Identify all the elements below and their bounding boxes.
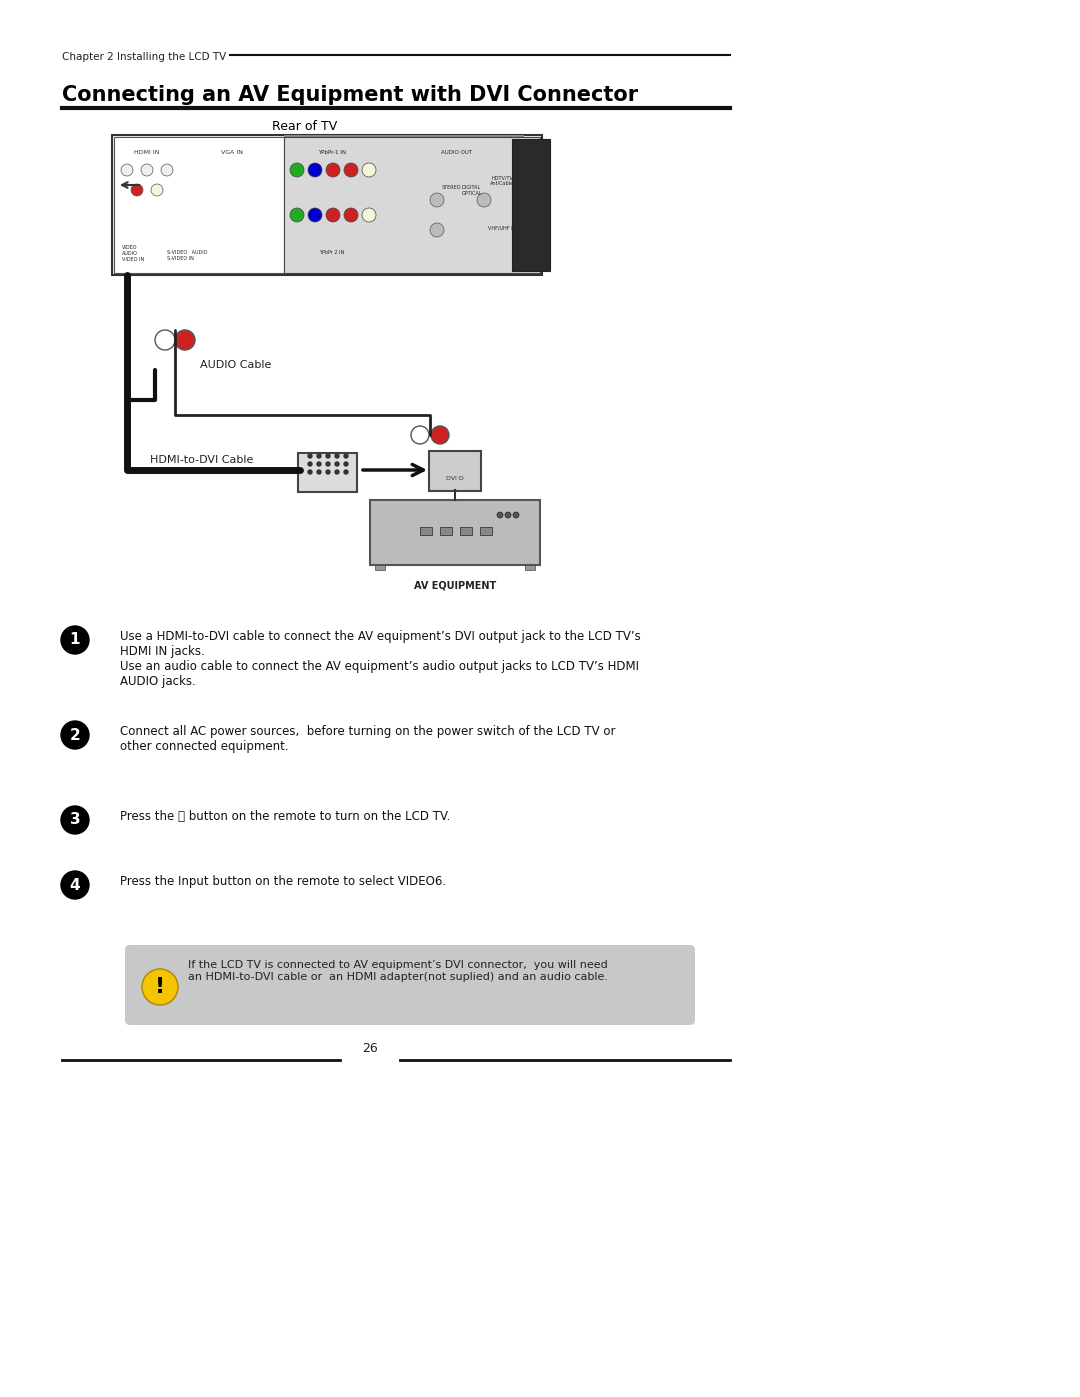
Circle shape (308, 469, 312, 474)
Circle shape (430, 224, 444, 237)
Circle shape (505, 511, 511, 518)
Circle shape (156, 330, 175, 351)
Text: Press the Input button on the remote to select VIDEO6.: Press the Input button on the remote to … (120, 875, 446, 888)
Circle shape (326, 208, 340, 222)
Bar (284, 137, 540, 272)
Bar (460, 527, 472, 535)
Text: 2: 2 (69, 728, 80, 742)
Circle shape (345, 469, 348, 474)
Text: AUDIO Cable: AUDIO Cable (200, 360, 271, 370)
Circle shape (131, 184, 143, 196)
Text: DVI D: DVI D (446, 476, 464, 481)
FancyBboxPatch shape (125, 944, 696, 1025)
Circle shape (141, 970, 178, 1004)
Circle shape (513, 511, 519, 518)
Circle shape (318, 462, 321, 467)
Circle shape (326, 454, 330, 458)
Text: 3: 3 (70, 813, 80, 827)
Circle shape (431, 426, 449, 444)
Circle shape (151, 184, 163, 196)
Circle shape (308, 454, 312, 458)
Circle shape (362, 163, 376, 177)
Circle shape (60, 721, 89, 749)
Text: AUDIO OUT: AUDIO OUT (442, 149, 473, 155)
Bar (440, 527, 453, 535)
Text: Press the ⏻ button on the remote to turn on the LCD TV.: Press the ⏻ button on the remote to turn… (120, 810, 450, 823)
Circle shape (411, 426, 429, 444)
Circle shape (60, 626, 89, 654)
Circle shape (497, 511, 503, 518)
Bar (480, 527, 492, 535)
FancyBboxPatch shape (114, 137, 284, 272)
Circle shape (291, 163, 303, 177)
Text: Chapter 2 Installing the LCD TV: Chapter 2 Installing the LCD TV (62, 52, 226, 61)
Text: DIGITAL
OPTICAL: DIGITAL OPTICAL (462, 184, 483, 196)
Text: YPbPr 2 IN: YPbPr 2 IN (320, 250, 345, 256)
Text: AV EQUIPMENT: AV EQUIPMENT (414, 580, 496, 590)
Circle shape (326, 462, 330, 467)
Text: HDTV/TV
Ant/Cable: HDTV/TV Ant/Cable (490, 175, 514, 186)
Circle shape (121, 163, 133, 176)
Circle shape (60, 870, 89, 900)
Bar (284, 136, 524, 184)
Text: Use a HDMI-to-DVI cable to connect the AV equipment’s DVI output jack to the LCD: Use a HDMI-to-DVI cable to connect the A… (120, 630, 640, 687)
Bar (512, 138, 550, 271)
Circle shape (345, 454, 348, 458)
Circle shape (335, 469, 339, 474)
Circle shape (318, 469, 321, 474)
Text: 26: 26 (362, 1042, 378, 1055)
Circle shape (345, 462, 348, 467)
Circle shape (326, 469, 330, 474)
Text: HDMI-to-DVI Cable: HDMI-to-DVI Cable (150, 455, 254, 465)
Bar (525, 564, 535, 570)
Bar (375, 564, 384, 570)
FancyBboxPatch shape (298, 453, 357, 492)
Bar (420, 527, 432, 535)
FancyBboxPatch shape (370, 500, 540, 564)
Circle shape (362, 208, 376, 222)
Text: YPbPr-1 IN: YPbPr-1 IN (318, 149, 346, 155)
Circle shape (345, 163, 357, 177)
Circle shape (345, 208, 357, 222)
Circle shape (335, 462, 339, 467)
FancyBboxPatch shape (112, 136, 542, 275)
Circle shape (477, 193, 491, 207)
Text: Rear of TV: Rear of TV (272, 120, 338, 133)
Circle shape (326, 163, 340, 177)
Text: VGA IN: VGA IN (221, 149, 243, 155)
Circle shape (308, 208, 322, 222)
Text: STEREO: STEREO (442, 184, 461, 190)
Circle shape (308, 462, 312, 467)
Circle shape (175, 330, 195, 351)
Text: S-VIDEO   AUDIO
S-VIDEO IN: S-VIDEO AUDIO S-VIDEO IN (167, 250, 207, 261)
Circle shape (335, 454, 339, 458)
Text: !: ! (154, 977, 165, 997)
Circle shape (60, 806, 89, 834)
Text: 1: 1 (70, 633, 80, 647)
Text: VIDEO
AUDIO
VIDEO IN: VIDEO AUDIO VIDEO IN (122, 244, 145, 261)
Circle shape (291, 208, 303, 222)
Text: VHF/UHF IN: VHF/UHF IN (488, 225, 516, 231)
Circle shape (141, 163, 153, 176)
Circle shape (308, 163, 322, 177)
Text: HDMI IN: HDMI IN (134, 149, 160, 155)
Text: Connect all AC power sources,  before turning on the power switch of the LCD TV : Connect all AC power sources, before tur… (120, 725, 616, 753)
Circle shape (430, 193, 444, 207)
Text: If the LCD TV is connected to AV equipment’s DVI connector,  you will need
an HD: If the LCD TV is connected to AV equipme… (188, 960, 608, 982)
FancyBboxPatch shape (429, 451, 481, 490)
Text: 4: 4 (70, 877, 80, 893)
Circle shape (318, 454, 321, 458)
Circle shape (161, 163, 173, 176)
Text: Connecting an AV Equipment with DVI Connector: Connecting an AV Equipment with DVI Conn… (62, 85, 638, 105)
